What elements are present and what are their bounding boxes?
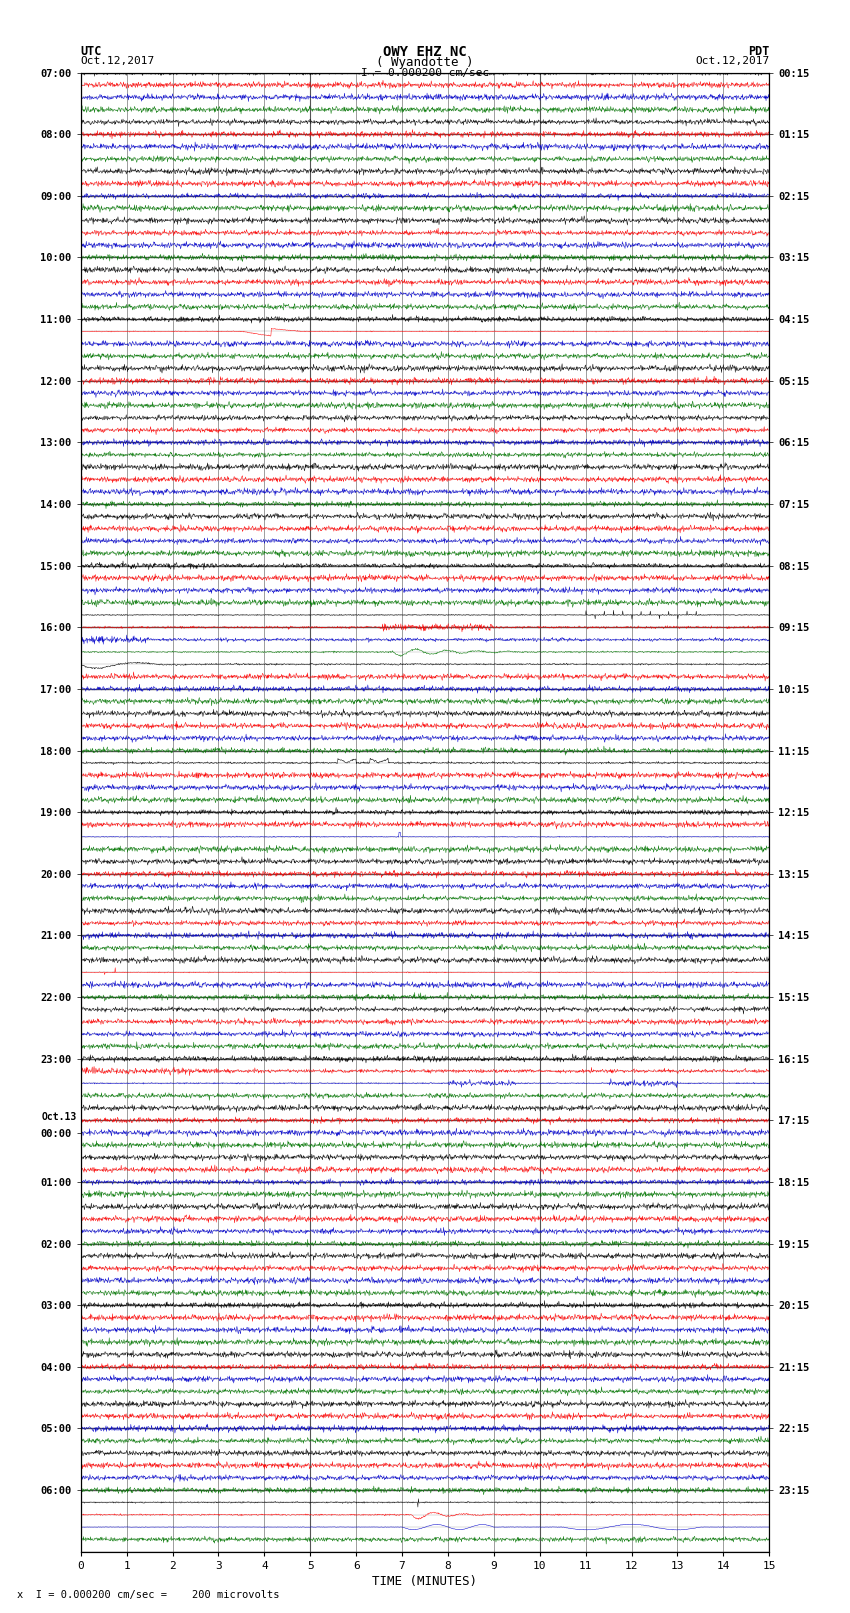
X-axis label: TIME (MINUTES): TIME (MINUTES) — [372, 1574, 478, 1587]
Text: I = 0.000200 cm/sec: I = 0.000200 cm/sec — [361, 68, 489, 77]
Text: UTC: UTC — [81, 45, 102, 58]
Text: OWY EHZ NC: OWY EHZ NC — [383, 45, 467, 60]
Text: Oct.12,2017: Oct.12,2017 — [695, 56, 769, 66]
Text: PDT: PDT — [748, 45, 769, 58]
Text: ( Wyandotte ): ( Wyandotte ) — [377, 56, 473, 69]
Text: x  I = 0.000200 cm/sec =    200 microvolts: x I = 0.000200 cm/sec = 200 microvolts — [17, 1590, 280, 1600]
Text: Oct.12,2017: Oct.12,2017 — [81, 56, 155, 66]
Text: Oct.13: Oct.13 — [42, 1111, 76, 1121]
